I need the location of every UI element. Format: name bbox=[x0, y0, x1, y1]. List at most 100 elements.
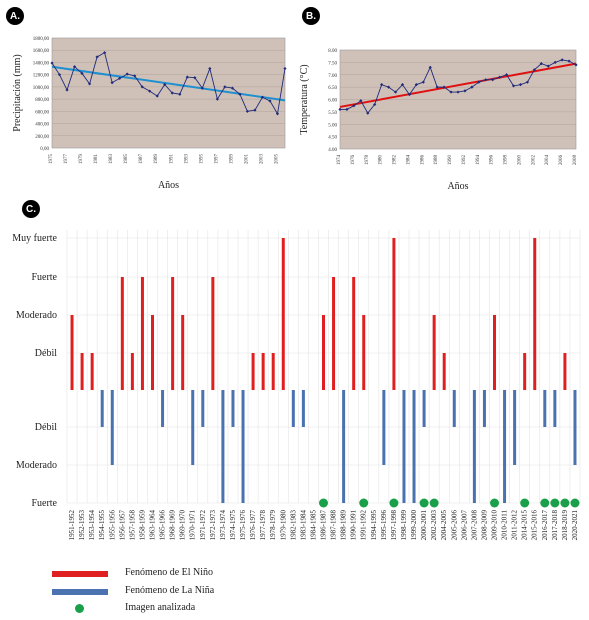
x-tick-label: 1987 bbox=[139, 154, 144, 165]
el-nino-bar bbox=[281, 238, 285, 390]
category-label: 2020-2021 bbox=[571, 510, 579, 541]
la-nina-bar bbox=[503, 390, 507, 503]
data-point bbox=[170, 91, 174, 95]
x-tick-label: 1996 bbox=[490, 155, 495, 166]
data-point bbox=[442, 85, 446, 89]
data-point bbox=[133, 74, 137, 78]
data-point bbox=[223, 85, 227, 89]
y-tick-label: 1200,00 bbox=[33, 74, 50, 79]
x-axis-title: Años bbox=[447, 181, 468, 192]
category-label: 1957-1958 bbox=[128, 510, 136, 541]
category-label: 1951-1952 bbox=[68, 510, 76, 541]
data-point bbox=[338, 107, 342, 111]
category-label: 1979-1980 bbox=[279, 510, 287, 541]
category-label: 1983-1984 bbox=[299, 510, 307, 541]
category-label: 1986-1987 bbox=[320, 510, 328, 541]
legend-analyzed-label: Imagen analizada bbox=[125, 602, 196, 613]
category-label: 2000-2001 bbox=[420, 510, 428, 541]
panel-b-badge: B. bbox=[302, 7, 320, 25]
el-nino-bar bbox=[322, 315, 325, 390]
data-point bbox=[463, 89, 467, 93]
x-tick-label: 2008 bbox=[573, 155, 578, 166]
panel-c-badge: C. bbox=[22, 200, 40, 218]
category-label: 1978-1979 bbox=[269, 510, 277, 541]
la-nina-bar bbox=[110, 390, 114, 465]
el-nino-bar bbox=[181, 315, 185, 390]
x-tick-label: 1993 bbox=[184, 154, 189, 165]
category-label: 1952-1953 bbox=[78, 510, 86, 541]
category-label: 1991-1992 bbox=[360, 510, 368, 541]
category-label: 2018-2019 bbox=[561, 510, 569, 541]
category-label: 2009-2010 bbox=[491, 510, 499, 541]
x-tick-label: 1997 bbox=[214, 154, 219, 165]
category-label: 1990-1991 bbox=[350, 510, 358, 541]
legend-la-nina-label: Fenómeno de La Niña bbox=[125, 585, 215, 596]
data-point bbox=[125, 72, 129, 76]
el-nino-bar bbox=[140, 277, 144, 390]
y-tick-label: 600,00 bbox=[35, 110, 49, 115]
y-level-label: Fuerte bbox=[31, 498, 57, 509]
la-nina-bar bbox=[472, 390, 476, 503]
x-tick-label: 1977 bbox=[64, 154, 69, 165]
analyzed-image-dot bbox=[319, 498, 328, 508]
data-point bbox=[95, 55, 99, 59]
analyzed-image-dot bbox=[560, 498, 570, 508]
y-level-label: Muy fuerte bbox=[12, 233, 57, 244]
la-nina-bar bbox=[161, 390, 165, 427]
legend-el-nino-label: Fenómeno de El Niño bbox=[125, 567, 214, 578]
analyzed-image-dot bbox=[490, 498, 499, 508]
category-label: 1977-1978 bbox=[259, 510, 267, 541]
data-point bbox=[553, 60, 557, 64]
la-nina-bar bbox=[342, 390, 346, 503]
category-label: 1973-1974 bbox=[219, 510, 227, 541]
el-nino-bar bbox=[432, 315, 436, 390]
category-label: 2006-2007 bbox=[460, 510, 468, 541]
category-label: 1956-1957 bbox=[118, 510, 126, 541]
el-nino-bar bbox=[90, 353, 94, 390]
data-point bbox=[238, 92, 242, 96]
x-tick-label: 1990 bbox=[448, 155, 453, 166]
category-label: 1982-1983 bbox=[289, 510, 297, 541]
data-point bbox=[511, 84, 516, 88]
el-nino-bar bbox=[211, 277, 215, 390]
la-nina-bar bbox=[402, 390, 406, 503]
trend-line bbox=[339, 62, 577, 108]
x-tick-label: 1994 bbox=[476, 155, 481, 166]
el-nino-bar bbox=[563, 353, 567, 390]
category-label: 1954-1955 bbox=[98, 510, 106, 541]
y-axis-title: Precipitación (mm) bbox=[12, 54, 23, 131]
y-level-label: Moderado bbox=[16, 310, 57, 321]
x-tick-label: 1992 bbox=[462, 155, 467, 166]
analyzed-image-dot bbox=[419, 498, 429, 508]
data-point bbox=[148, 89, 152, 93]
x-tick-label: 2006 bbox=[559, 155, 564, 166]
la-nina-bar bbox=[241, 390, 245, 503]
la-nina-bar bbox=[291, 390, 295, 427]
category-label: 1972-1973 bbox=[209, 510, 217, 541]
la-nina-bar bbox=[191, 390, 195, 465]
el-nino-bar bbox=[130, 353, 134, 390]
x-tick-label: 1974 bbox=[337, 155, 342, 166]
el-nino-bar bbox=[392, 238, 396, 390]
data-point bbox=[539, 62, 543, 66]
x-tick-label: 1985 bbox=[124, 154, 129, 165]
x-tick-label: 1976 bbox=[351, 155, 356, 166]
el-nino-bar bbox=[533, 238, 537, 390]
enso-events-chart: Muy fuerte Fuerte Moderado Débil Débil Modera… bbox=[12, 230, 581, 541]
category-label: 1975-1976 bbox=[239, 510, 247, 541]
data-point bbox=[366, 111, 370, 115]
y-tick-label: 1600,00 bbox=[33, 49, 50, 54]
category-label: 1997-1998 bbox=[390, 510, 398, 541]
category-label: 1965-1966 bbox=[159, 510, 167, 541]
la-nina-bar bbox=[573, 390, 577, 465]
data-point bbox=[65, 88, 69, 92]
data-point bbox=[560, 58, 564, 62]
la-nina-bar bbox=[513, 390, 517, 465]
y-level-label: Fuerte bbox=[31, 272, 57, 283]
data-point bbox=[260, 95, 265, 99]
x-tick-label: 1989 bbox=[154, 154, 159, 165]
el-nino-bar bbox=[120, 277, 124, 390]
category-label: 1968-1969 bbox=[169, 510, 177, 541]
la-nina-bar bbox=[412, 390, 416, 503]
data-point bbox=[87, 82, 92, 86]
